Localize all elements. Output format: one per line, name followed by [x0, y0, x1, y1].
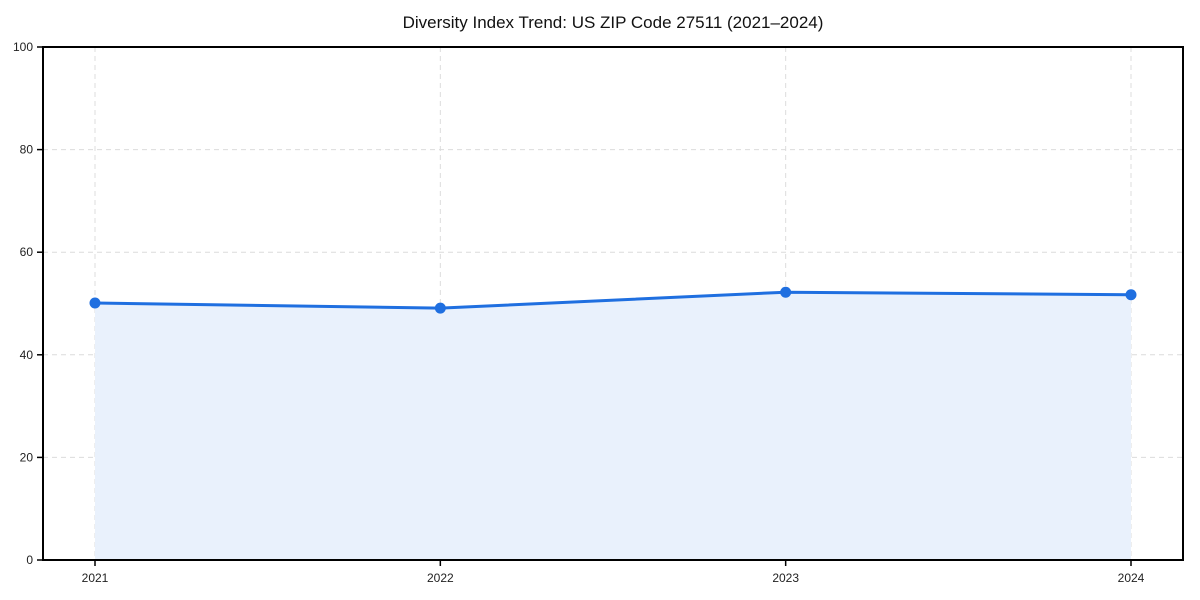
chart-title: Diversity Index Trend: US ZIP Code 27511… — [402, 13, 824, 32]
x-tick-label: 2023 — [772, 571, 799, 585]
y-tick-label: 0 — [26, 553, 33, 567]
plot-border — [42, 46, 1184, 561]
x-tick-label: 2021 — [82, 571, 109, 585]
data-point — [1125, 289, 1137, 301]
x-tick-label: 2024 — [1118, 571, 1145, 585]
x-tick-label: 2022 — [427, 571, 454, 585]
y-tick-label: 100 — [13, 40, 33, 54]
y-tick-label: 60 — [20, 245, 34, 259]
y-tick-label: 40 — [20, 348, 34, 362]
trend-line — [93, 290, 1133, 310]
area-fill — [95, 292, 1131, 560]
data-point — [434, 302, 446, 314]
data-point — [89, 297, 101, 309]
data-point — [780, 286, 792, 298]
y-tick-label: 80 — [20, 143, 34, 157]
y-tick-label: 20 — [20, 450, 34, 464]
